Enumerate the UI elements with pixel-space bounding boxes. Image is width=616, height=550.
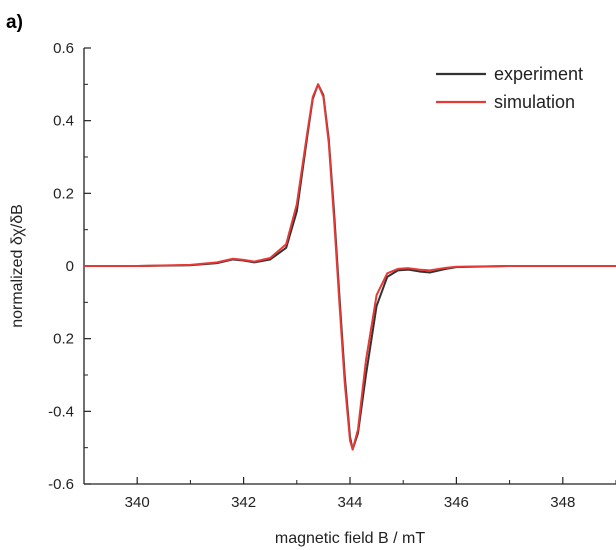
y-tick-label: 0.2	[53, 331, 74, 348]
y-tick-label: -0.6	[48, 476, 74, 493]
x-tick-label: 342	[231, 494, 256, 511]
y-tick-label: 0	[66, 258, 74, 275]
y-tick-label: -0.4	[48, 403, 74, 420]
x-axis-label: magnetic field B / mT	[275, 530, 426, 547]
panel-label: a)	[6, 12, 23, 33]
y-tick-label: 0.2	[53, 185, 74, 202]
series-line-simulation	[84, 83, 616, 451]
y-tick-label: 0.4	[53, 113, 74, 130]
x-tick-label: 344	[337, 494, 362, 511]
x-tick-label: 346	[444, 494, 469, 511]
legend-label-simulation: simulation	[494, 92, 575, 112]
x-tick-label: 340	[125, 494, 150, 511]
series-lines	[84, 83, 616, 451]
x-tick-label: 348	[550, 494, 575, 511]
x-axis-ticks: 340 342 344 346 348	[125, 477, 616, 511]
y-axis-label: normalized δχ/δB	[9, 204, 26, 328]
y-tick-label: 0.6	[53, 40, 74, 57]
legend: experiment simulation	[436, 64, 583, 112]
legend-label-experiment: experiment	[494, 64, 583, 84]
